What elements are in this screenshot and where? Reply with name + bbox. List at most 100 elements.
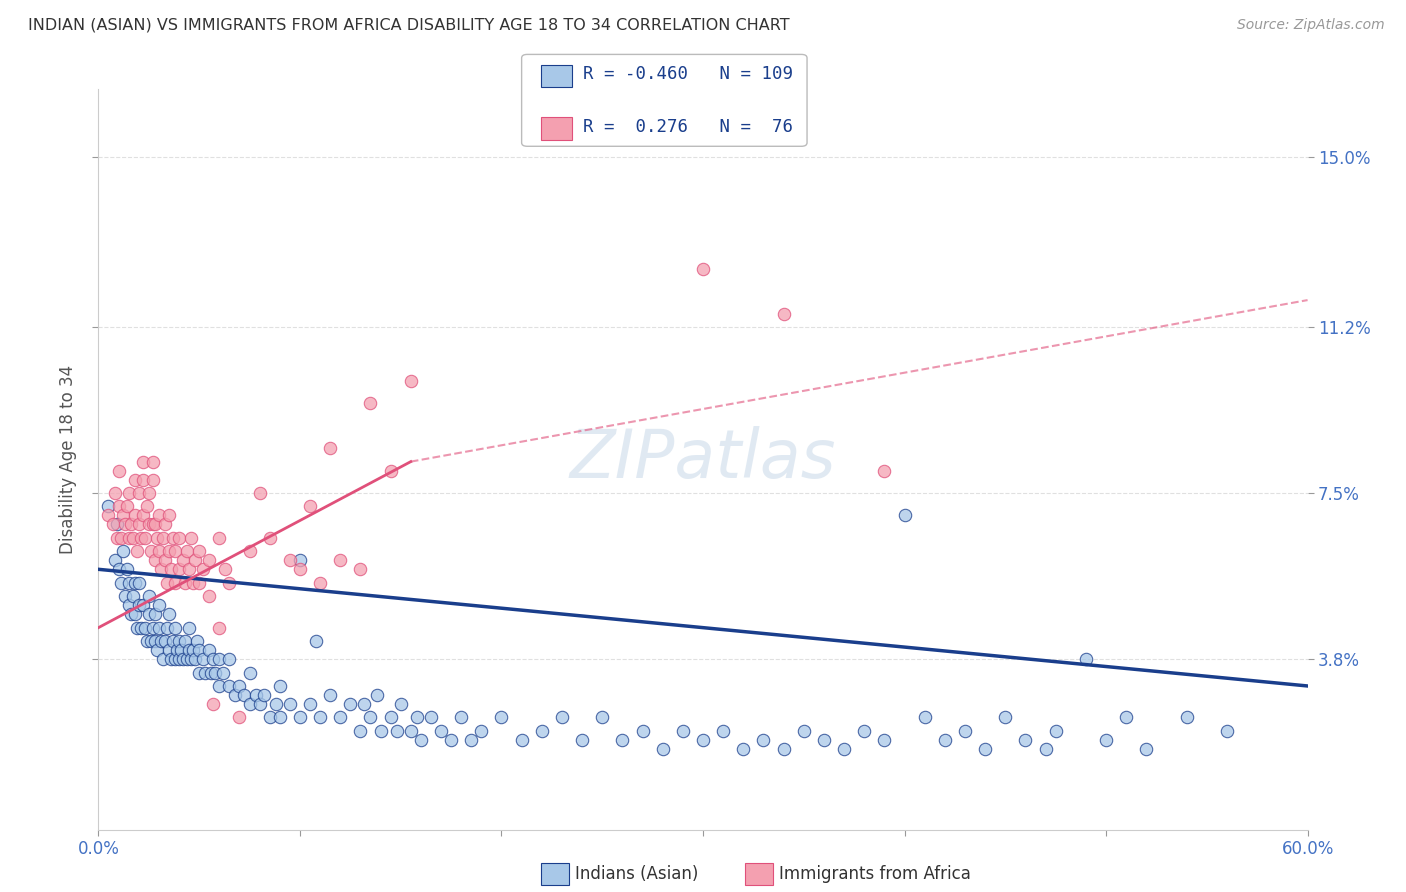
Point bbox=[101, 517, 124, 532]
Point bbox=[873, 464, 896, 478]
Point bbox=[179, 621, 201, 635]
Text: ZIPatlas: ZIPatlas bbox=[569, 426, 837, 492]
Point bbox=[208, 531, 231, 545]
Point bbox=[153, 517, 176, 532]
Point bbox=[772, 741, 794, 756]
Point bbox=[264, 697, 287, 711]
Point bbox=[149, 634, 172, 648]
Point bbox=[128, 598, 150, 612]
Point bbox=[1074, 652, 1097, 666]
Point bbox=[148, 508, 170, 523]
Point bbox=[160, 652, 183, 666]
Point bbox=[399, 723, 422, 738]
Point bbox=[135, 500, 157, 514]
Point bbox=[172, 553, 194, 567]
Point bbox=[157, 607, 180, 622]
Point bbox=[1035, 741, 1057, 756]
Point bbox=[224, 688, 246, 702]
Point bbox=[118, 531, 141, 545]
Point bbox=[491, 710, 513, 724]
Point bbox=[188, 544, 211, 558]
Point bbox=[1095, 732, 1118, 747]
Point bbox=[114, 517, 136, 532]
Point bbox=[793, 723, 815, 738]
Point bbox=[128, 575, 150, 590]
Point bbox=[132, 508, 155, 523]
Point bbox=[167, 562, 190, 576]
Point bbox=[152, 531, 174, 545]
Point bbox=[107, 500, 129, 514]
Point bbox=[157, 508, 180, 523]
Point bbox=[156, 621, 179, 635]
Point bbox=[214, 562, 236, 576]
Point bbox=[551, 710, 574, 724]
Point bbox=[142, 455, 165, 469]
Point bbox=[1175, 710, 1198, 724]
Point bbox=[591, 710, 613, 724]
Point bbox=[349, 723, 371, 738]
Point bbox=[174, 634, 197, 648]
Point bbox=[153, 553, 176, 567]
Point bbox=[259, 710, 281, 724]
Point bbox=[399, 374, 422, 388]
Point bbox=[239, 544, 262, 558]
Point bbox=[389, 697, 412, 711]
Point bbox=[873, 732, 896, 747]
Text: Immigrants from Africa: Immigrants from Africa bbox=[779, 865, 970, 883]
Point bbox=[166, 643, 188, 657]
Point bbox=[103, 486, 125, 500]
Point bbox=[142, 517, 165, 532]
Point bbox=[409, 732, 432, 747]
Point bbox=[172, 652, 194, 666]
Point bbox=[160, 562, 183, 576]
Point bbox=[278, 553, 301, 567]
Point bbox=[129, 531, 152, 545]
Point bbox=[146, 643, 169, 657]
Point bbox=[105, 531, 128, 545]
Point bbox=[107, 464, 129, 478]
Point bbox=[385, 723, 408, 738]
Point bbox=[953, 723, 976, 738]
Point bbox=[152, 652, 174, 666]
Point bbox=[1115, 710, 1137, 724]
Point bbox=[163, 544, 186, 558]
Point bbox=[329, 710, 352, 724]
Point bbox=[148, 544, 170, 558]
Point bbox=[974, 741, 997, 756]
Point bbox=[239, 697, 262, 711]
Point bbox=[319, 688, 342, 702]
Point bbox=[651, 741, 673, 756]
Point bbox=[128, 486, 150, 500]
Point bbox=[752, 732, 775, 747]
Point bbox=[125, 544, 148, 558]
Point bbox=[149, 562, 172, 576]
Point bbox=[249, 697, 271, 711]
Point bbox=[202, 697, 225, 711]
Point bbox=[138, 589, 160, 603]
Point bbox=[249, 486, 271, 500]
Point bbox=[124, 607, 146, 622]
Point bbox=[139, 634, 162, 648]
Point bbox=[299, 500, 322, 514]
Point bbox=[142, 473, 165, 487]
Point bbox=[132, 598, 155, 612]
Text: R = -0.460   N = 109: R = -0.460 N = 109 bbox=[583, 65, 793, 83]
Point bbox=[124, 575, 146, 590]
Point bbox=[110, 575, 132, 590]
Point bbox=[212, 665, 235, 680]
Point bbox=[208, 652, 231, 666]
Point bbox=[176, 652, 198, 666]
Point bbox=[143, 634, 166, 648]
Point bbox=[198, 643, 221, 657]
Point bbox=[339, 697, 361, 711]
Y-axis label: Disability Age 18 to 34: Disability Age 18 to 34 bbox=[59, 365, 77, 554]
Point bbox=[253, 688, 276, 702]
Point bbox=[832, 741, 855, 756]
Point bbox=[162, 634, 184, 648]
Point bbox=[914, 710, 936, 724]
Point bbox=[124, 508, 146, 523]
Point bbox=[269, 679, 291, 693]
Point bbox=[420, 710, 443, 724]
Point bbox=[309, 575, 332, 590]
Point bbox=[128, 517, 150, 532]
